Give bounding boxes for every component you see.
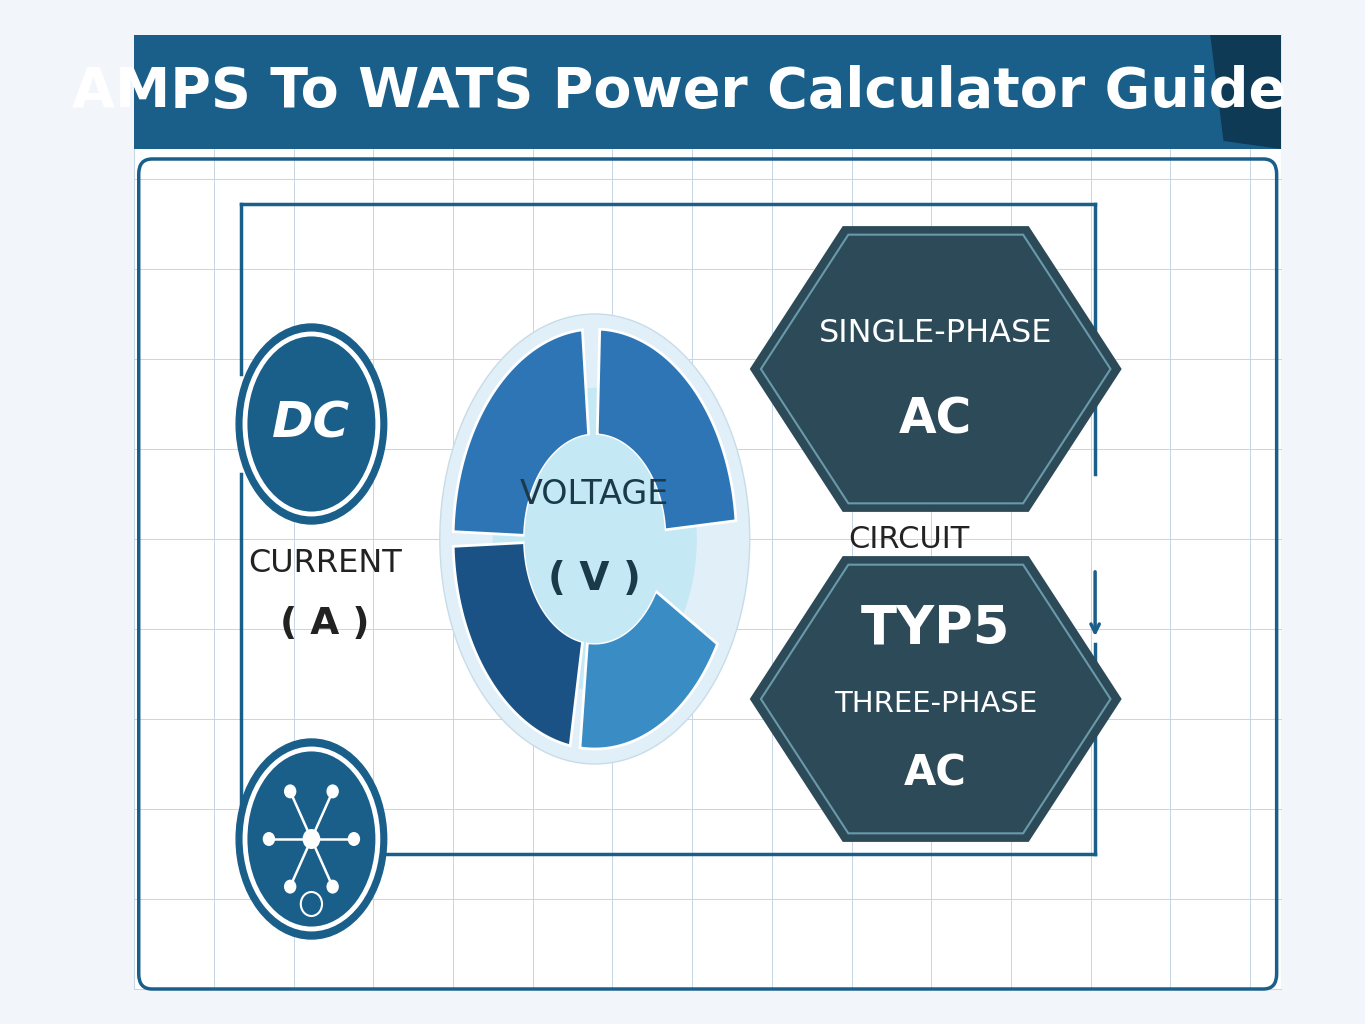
Text: VOLTAGE: VOLTAGE (520, 477, 669, 511)
Text: ( V ): ( V ) (549, 560, 642, 598)
Polygon shape (580, 591, 718, 749)
Polygon shape (453, 543, 583, 745)
Text: SINGLE-PHASE: SINGLE-PHASE (819, 318, 1052, 349)
Text: CIRCUIT: CIRCUIT (849, 524, 969, 554)
Circle shape (284, 880, 296, 894)
Text: AMPS To WATS Power Calculator Guide: AMPS To WATS Power Calculator Guide (72, 65, 1286, 119)
Text: TYP5: TYP5 (861, 603, 1010, 655)
Text: AC: AC (900, 395, 972, 443)
Ellipse shape (440, 314, 749, 764)
FancyBboxPatch shape (134, 35, 1282, 989)
Text: THREE-PHASE: THREE-PHASE (834, 690, 1037, 718)
Text: AC: AC (904, 753, 968, 795)
Text: DC: DC (272, 400, 351, 449)
Ellipse shape (244, 334, 378, 514)
Ellipse shape (236, 324, 386, 524)
Circle shape (262, 831, 276, 846)
Circle shape (326, 880, 339, 894)
Circle shape (303, 829, 321, 849)
Text: ( A ): ( A ) (280, 606, 370, 642)
Circle shape (284, 784, 296, 799)
Ellipse shape (236, 739, 386, 939)
Circle shape (326, 784, 339, 799)
Polygon shape (134, 35, 1282, 150)
Polygon shape (749, 226, 1122, 512)
Polygon shape (1211, 35, 1282, 150)
Ellipse shape (244, 749, 378, 929)
Ellipse shape (524, 435, 665, 643)
Text: CURRENT: CURRENT (248, 549, 401, 580)
Polygon shape (749, 556, 1122, 842)
Ellipse shape (493, 388, 696, 690)
Polygon shape (453, 330, 588, 536)
Polygon shape (598, 329, 736, 530)
Circle shape (348, 831, 360, 846)
